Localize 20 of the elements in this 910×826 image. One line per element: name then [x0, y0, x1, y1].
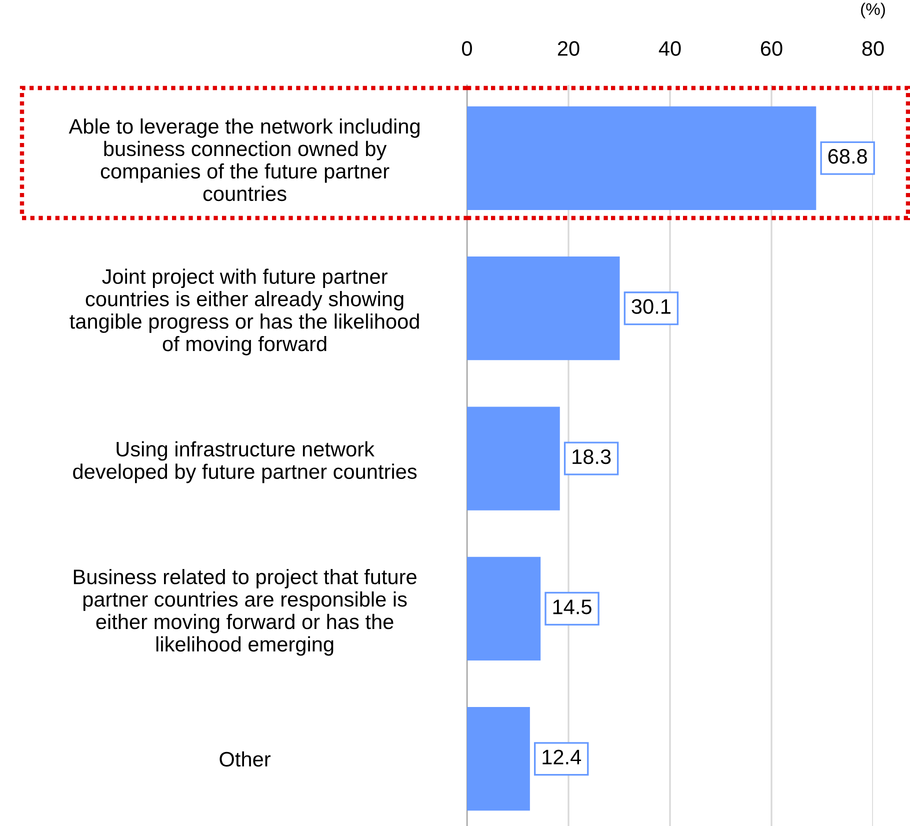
- x-tick-label: 80: [862, 41, 884, 56]
- x-tick-label: 0: [462, 41, 472, 56]
- x-axis-title: (%): [861, 2, 885, 18]
- data-label: 12.4: [542, 750, 582, 764]
- bar: [467, 406, 560, 510]
- x-tick-label: 60: [760, 41, 782, 56]
- x-tick-label: 20: [558, 41, 580, 56]
- y-tick-label: Other: [220, 751, 270, 767]
- y-tick-label: Joint project with future partner countries is either already showing tangible progress or has the likelihood of moving forward: [70, 268, 419, 356]
- bar: [467, 256, 620, 360]
- bar: [467, 707, 530, 811]
- bar: [467, 556, 541, 660]
- data-label: 68.8: [828, 148, 867, 164]
- data-label: 18.3: [572, 449, 611, 464]
- data-label: 30.1: [632, 299, 670, 314]
- y-tick-label: Able to leverage the network including business connection owned by companies of the future partner countries: [68, 118, 420, 202]
- data-label: 14.5: [553, 600, 592, 614]
- y-tick-label: Business related to project that future partner countries are responsible is either moving forward or has the likelihood emerging: [74, 568, 416, 656]
- x-tick-label: 40: [658, 41, 681, 56]
- y-tick-label: Using infrastructure network developed by future partner countries: [73, 441, 417, 484]
